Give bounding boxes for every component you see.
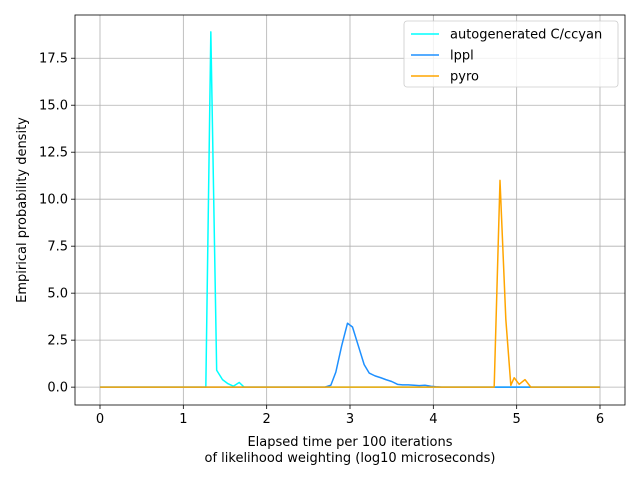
series-line-pyro: [100, 179, 600, 388]
x-axis-label-line-1: Elapsed time per 100 iterations: [247, 435, 452, 450]
ticks: 0 1 2 3 4 5 6 0.0 2.5 5.0 7.5 10.0 12.5 15.0 17.5: [39, 52, 604, 427]
x-tick-label: 5: [513, 412, 521, 427]
y-tick-label: 15.0: [39, 99, 68, 114]
legend-label: pyro: [450, 70, 479, 85]
x-tick-label: 4: [429, 412, 437, 427]
x-tick-label: 2: [263, 412, 271, 427]
series-line-lppl: [100, 322, 600, 388]
legend-label: lppl: [450, 49, 474, 64]
series-layer: [100, 31, 600, 388]
x-tick-label: 6: [596, 412, 604, 427]
legend-label: autogenerated C/ccyan: [450, 28, 602, 43]
x-tick-label: 3: [346, 412, 354, 427]
y-tick-label: 2.5: [47, 334, 68, 349]
y-tick-label: 5.0: [47, 287, 68, 302]
y-tick-label: 7.5: [47, 240, 68, 255]
legend-box: [403, 20, 619, 88]
y-tick-label: 10.0: [39, 193, 68, 208]
x-tick-label: 1: [179, 412, 187, 427]
x-axis-label: Elapsed time per 100 iterations of likel…: [205, 435, 496, 466]
y-tick-label: 12.5: [39, 146, 68, 161]
y-tick-label: 0.0: [47, 381, 68, 396]
y-tick-label: 17.5: [39, 52, 68, 67]
x-axis-label-line-2: of likelihood weighting (log10 microseco…: [205, 451, 496, 466]
x-tick-label: 0: [96, 412, 104, 427]
legend: autogenerated C/ccyan lppl pyro: [403, 20, 619, 88]
series-line-autogenerated-c-ccyan: [100, 31, 600, 388]
y-axis-label: Empirical probability density: [15, 117, 30, 303]
